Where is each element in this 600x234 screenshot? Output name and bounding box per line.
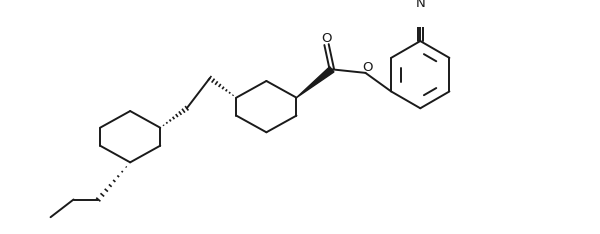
Polygon shape [296, 67, 334, 98]
Text: N: N [415, 0, 425, 10]
Text: O: O [321, 32, 332, 45]
Text: O: O [362, 61, 373, 74]
